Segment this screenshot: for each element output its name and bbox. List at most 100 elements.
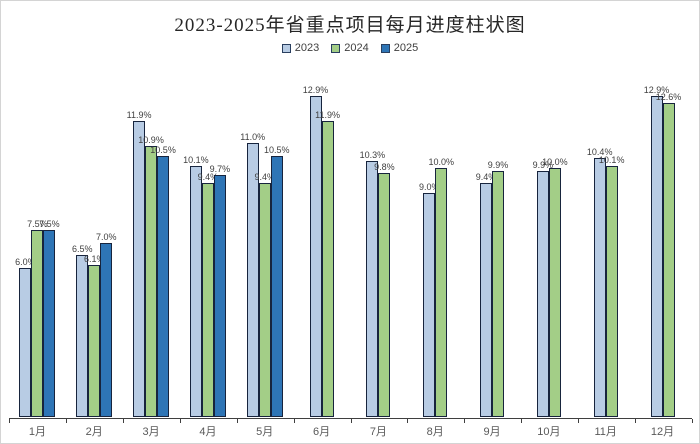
bar-2024-12月: 12.6%	[656, 92, 681, 417]
x-axis-labels: 1月 2月 3月 4月 5月 6月 7月 8月 9月 10月 11月 12月	[9, 423, 691, 439]
bar-value-label: 10.3%	[359, 149, 386, 160]
bar-2023-9月: 9.4%	[476, 172, 496, 417]
bar-2025-1月: 7.5%	[39, 219, 60, 417]
bar-group-4月: 10.1% 9.4% 9.7%	[179, 57, 236, 417]
bar-2025-5月: 10.5%	[264, 145, 289, 417]
legend-item-2023[interactable]: 2023	[281, 42, 320, 54]
bar-value-label: 9.4%	[254, 171, 275, 182]
bar-group-6月: 12.9% 11.9%	[293, 57, 350, 417]
bar-2024-10月: 10.0%	[542, 157, 568, 417]
bar-value-label: 12.9%	[302, 84, 329, 95]
bar-2025-4月: 9.7%	[210, 164, 230, 417]
x-axis-tick	[521, 419, 523, 423]
bar-2023-12月: 12.9%	[644, 85, 669, 417]
x-axis-label-2月: 2月	[85, 426, 103, 438]
legend-marker-2023	[281, 43, 291, 53]
x-axis-tick	[578, 419, 580, 423]
bar-2024-5月: 9.4%	[254, 172, 275, 417]
bar-2023-3月: 11.9%	[127, 110, 151, 417]
x-axis-tick	[65, 419, 67, 423]
bar-value-label: 9.7%	[209, 164, 231, 175]
x-axis-tick	[692, 419, 693, 423]
bar-group-2月: 6.5% 6.1% 7.0%	[66, 57, 123, 417]
bar-value-label: 9.0%	[418, 181, 440, 192]
legend-label: 2025	[393, 42, 419, 54]
legend-label: 2023	[294, 42, 320, 54]
bar-group-9月: 9.4% 9.9%	[464, 57, 521, 417]
x-axis-label-7月: 7月	[369, 426, 387, 438]
x-axis-tick	[635, 419, 637, 423]
bar-2024-3月: 10.9%	[138, 135, 164, 417]
x-axis-tick	[179, 419, 181, 423]
x-axis-label-10月: 10月	[537, 426, 561, 438]
x-axis-label-6月: 6月	[312, 426, 331, 438]
x-axis-label-8月: 8月	[426, 426, 444, 438]
bar-group-8月: 9.0% 10.0%	[407, 57, 464, 417]
x-axis-tick	[122, 419, 124, 423]
x-axis-label-4月: 4月	[199, 426, 217, 438]
x-axis-tick	[293, 419, 295, 423]
bar-value-label: 10.0%	[542, 157, 568, 167]
bar-value-label: 11.0%	[240, 132, 266, 143]
bar-value-label: 10.5%	[150, 144, 176, 155]
bar-group-11月: 10.4% 10.1%	[577, 57, 634, 417]
bar-group-5月: 11.0% 9.4% 10.5%	[236, 57, 293, 417]
bar-value-label: 9.8%	[374, 161, 395, 172]
bar-2024-1月: 7.5%	[27, 219, 48, 417]
bar-2025-2月: 7.0%	[96, 232, 116, 417]
bar-2023-7月: 10.3%	[360, 150, 385, 417]
bar-value-label: 7.0%	[95, 231, 117, 242]
bar-value-label: 12.6%	[655, 92, 682, 103]
bar-2023-10月: 9.9%	[533, 160, 553, 417]
bar-2023-8月: 9.0%	[419, 182, 439, 417]
bar-group-12月: 12.9% 12.6%	[634, 57, 691, 417]
x-axis-label-5月: 5月	[256, 426, 274, 438]
legend-label: 2024	[344, 42, 369, 54]
bar-value-label: 9.4%	[475, 171, 497, 182]
x-axis-tick	[9, 419, 10, 423]
legend-item-2024[interactable]: 2024	[331, 42, 369, 54]
plot-area: 6.0% 7.5% 7.5% 6.5% 6.1% 7.0% 11.9% 10.9% 10.5% 1…	[9, 57, 691, 417]
bar-value-label: 9.9%	[532, 159, 554, 170]
bar-groups: 6.0% 7.5% 7.5% 6.5% 6.1% 7.0% 11.9% 10.9% 10.5% 1…	[9, 57, 691, 417]
bar-2024-2月: 6.1%	[84, 254, 104, 417]
bar-value-label: 10.1%	[598, 154, 625, 165]
bar-2023-6月: 12.9%	[303, 85, 328, 417]
legend-item-2025[interactable]: 2025	[380, 42, 419, 54]
legend-marker-2024	[331, 43, 341, 53]
x-axis-label-9月: 9月	[483, 426, 501, 438]
bar-value-label: 11.9%	[315, 109, 340, 120]
chart-title: 2023-2025年省重点项目每月进度柱状图	[174, 15, 526, 36]
bar-2023-2月: 6.5%	[72, 244, 92, 417]
bar-group-3月: 11.9% 10.9% 10.5%	[123, 57, 180, 417]
bar-2024-8月: 10.0%	[428, 157, 454, 417]
bar-value-label: 9.9%	[487, 159, 509, 170]
bar-value-label: 6.0%	[15, 256, 36, 267]
x-axis-line	[9, 418, 693, 423]
x-axis-tick	[236, 419, 238, 423]
bar-2023-1月: 6.0%	[15, 257, 36, 417]
bar-value-label: 10.5%	[263, 144, 290, 155]
x-axis-label-11月: 11月	[594, 426, 617, 438]
bar-2025-3月: 10.5%	[150, 145, 176, 417]
bar-value-label: 12.9%	[643, 84, 670, 95]
bar-2024-11月: 10.1%	[599, 155, 624, 417]
bar-group-7月: 10.3% 9.8%	[350, 57, 407, 417]
bar-value-label: 9.4%	[197, 171, 219, 182]
bar-group-10月: 9.9% 10.0%	[520, 57, 577, 417]
bar-value-label: 11.9%	[126, 109, 152, 120]
bar-value-label: 10.1%	[183, 154, 209, 165]
bar-2023-5月: 11.0%	[240, 132, 265, 417]
x-axis-tick	[407, 419, 409, 423]
bar-2024-4月: 9.4%	[198, 172, 218, 417]
bar-2023-4月: 10.1%	[183, 155, 209, 417]
x-axis-label-1月: 1月	[28, 426, 46, 438]
bar-value-label: 7.5%	[27, 219, 48, 230]
x-axis-label-3月: 3月	[142, 426, 160, 438]
bar-2024-9月: 9.9%	[488, 160, 508, 417]
bar-2024-7月: 9.8%	[374, 162, 395, 417]
bar-value-label: 10.9%	[138, 134, 164, 145]
bar-2024-6月: 11.9%	[315, 110, 340, 417]
bar-2023-11月: 10.4%	[587, 147, 612, 417]
